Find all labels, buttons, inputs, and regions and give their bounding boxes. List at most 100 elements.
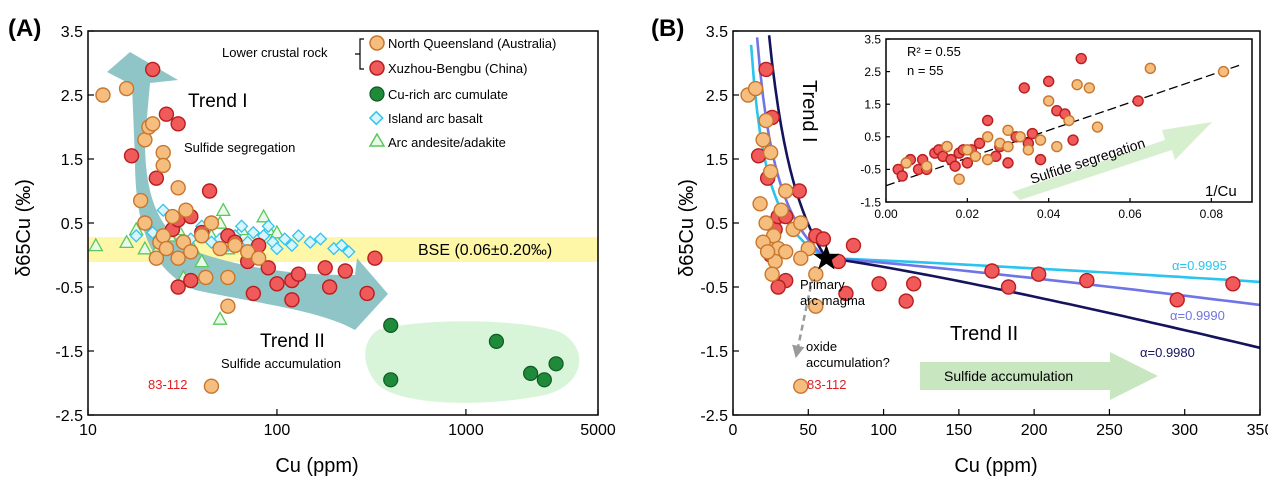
curve-label-0995: α=0.9995 [1172, 258, 1227, 273]
north-queensland-point [1091, 121, 1104, 133]
panel-a-y-tick-label: -0.5 [55, 280, 83, 297]
xuzhou-bengbu-point [984, 263, 1000, 279]
north-queensland-point [808, 298, 824, 314]
inset-fit-line [885, 64, 1241, 187]
panel-a-trend1-sub: Sulfide segregation [184, 140, 295, 155]
xuzhou-bengbu-point [1026, 127, 1039, 140]
inset-y-tick-label: -0.5 [860, 163, 881, 177]
legend-group-label: Lower crustal rock [222, 45, 328, 60]
inset-x-axis-label: 1/Cu [1205, 183, 1237, 200]
xuzhou-bengbu-point [1034, 153, 1047, 166]
xuzhou-bengbu-point [898, 293, 914, 309]
xuzhou-bengbu-point [1067, 134, 1079, 146]
north-queensland-point [1071, 78, 1083, 91]
inset-x-tick-label: 0.02 [956, 207, 980, 221]
inset-stats-n: n = 55 [907, 63, 944, 78]
north-queensland-point [1083, 82, 1096, 94]
north-queensland-point [759, 244, 776, 260]
north-queensland-point [793, 250, 809, 266]
north-queensland-point [1217, 65, 1230, 78]
primary-magma-label-line2: arc magma [800, 293, 866, 308]
primary-arc-magma-star [813, 244, 840, 270]
sulfide-accumulation-arrow [920, 352, 1158, 400]
north-queensland-point [920, 160, 933, 172]
xuzhou-bengbu-point [201, 183, 218, 199]
cumulate-point [383, 317, 399, 333]
panel-a: (A) Trend I Sulfide segregation Trend II… [8, 15, 616, 477]
arc-andesite-point [137, 240, 153, 255]
north-queensland-point [212, 240, 228, 257]
xuzhou-bengbu-point [1030, 266, 1047, 282]
xuzhou-bengbu-point [1169, 292, 1185, 308]
north-queensland-point [227, 237, 243, 254]
north-queensland-point [793, 215, 809, 231]
legend-marker-xb [369, 60, 385, 76]
inset-x-tick-label: 0.06 [1118, 207, 1142, 221]
panel-b-y-tick-label: -0.5 [700, 280, 728, 297]
north-queensland-point [961, 144, 974, 156]
panel-a-sample-label: 83-112 [148, 377, 188, 392]
xuzhou-bengbu-point [170, 279, 186, 295]
cumulate-point [536, 372, 552, 388]
north-queensland-point [941, 140, 953, 153]
island-arc-basalt-point [129, 229, 144, 243]
xuzhou-bengbu-point [170, 116, 186, 132]
north-queensland-point [762, 164, 779, 180]
panel-a-x-tick-label: 100 [264, 422, 291, 439]
panel-b-y-tick-label: 1.5 [706, 152, 728, 169]
panel-a-trend2-sub: Sulfide accumulation [221, 356, 341, 371]
inset-y-tick-label: -1.5 [860, 195, 881, 209]
xuzhou-bengbu-point [245, 285, 262, 302]
sulfide-accumulation-arrow-label: Sulfide accumulation [944, 368, 1073, 384]
panel-a-legend: Lower crustal rock North Queensland (Aus… [222, 35, 556, 150]
north-queensland-point [137, 132, 153, 148]
legend-marker-cumulate [369, 86, 385, 102]
panel-b-x-tick-label: 100 [870, 422, 897, 439]
arc-andesite-point [212, 311, 228, 325]
xuzhou-bengbu-point [290, 266, 307, 282]
panel-a-y-tick-label: 1.5 [61, 152, 83, 169]
panel-b-trend2-label: Trend II [950, 323, 1018, 345]
xuzhou-bengbu-point [123, 148, 140, 164]
north-queensland-point [773, 202, 789, 218]
panel-b-y-tick-label: 3.5 [706, 24, 728, 41]
inset-x-tick-label: 0.04 [1037, 207, 1061, 221]
panel-a-x-tick-label: 1000 [448, 422, 484, 439]
north-queensland-point [1014, 131, 1026, 143]
xuzhou-bengbu-point [845, 237, 862, 254]
panel-b-x-tick-label: 0 [729, 422, 738, 439]
inset-plot-frame [885, 38, 1253, 203]
xuzhou-bengbu-point [896, 170, 908, 182]
north-queensland-point [981, 131, 994, 143]
legend-label-andesite: Arc andesite/adakite [388, 135, 506, 150]
north-queensland-point [953, 173, 965, 185]
xuzhou-bengbu-point [337, 263, 354, 279]
island-arc-basalt-point [334, 238, 349, 253]
panel-a-label: (A) [8, 15, 41, 42]
inset-y-tick-label: 0.5 [864, 130, 881, 144]
island-arc-basalt-point [303, 235, 318, 249]
cumulate-point [523, 365, 539, 381]
oxide-label-line1: oxide [806, 339, 837, 354]
north-queensland-point [808, 266, 824, 282]
north-queensland-point [250, 250, 267, 266]
panel-a-bse-label: BSE (0.06±0.20‰) [418, 242, 552, 259]
legend-marker-andesite [368, 132, 386, 147]
legend-bracket [355, 38, 364, 70]
xuzhou-bengbu-point [815, 231, 832, 247]
panel-b-x-tick-label: 150 [946, 422, 973, 439]
north-queensland-point [183, 244, 199, 260]
inset-stats-r2: R² = 0.55 [907, 44, 961, 59]
island-arc-basalt-point [234, 219, 249, 233]
xuzhou-bengbu-point [791, 183, 807, 199]
north-queensland-point [132, 192, 149, 209]
north-queensland-point [155, 157, 171, 174]
panel-b-sample-label: 83-112 [807, 377, 847, 392]
island-arc-basalt-point [270, 241, 284, 256]
panel-a-y-tick-label: -2.5 [55, 408, 83, 425]
xuzhou-bengbu-point [981, 114, 994, 127]
north-queensland-point [220, 298, 236, 314]
xuzhou-bengbu-point [158, 106, 175, 122]
panel-b-x-axis-label: Cu (ppm) [954, 455, 1037, 477]
